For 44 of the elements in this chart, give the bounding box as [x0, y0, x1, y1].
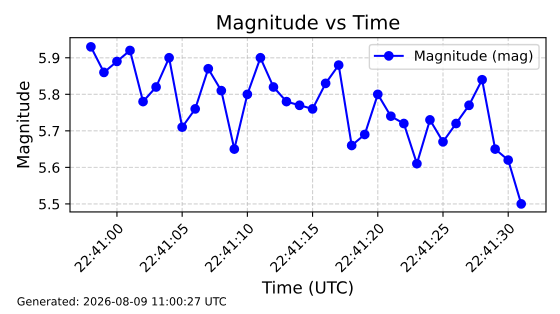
point — [151, 82, 161, 92]
point — [190, 104, 200, 114]
point — [425, 115, 435, 125]
point — [282, 96, 292, 106]
point — [268, 82, 278, 92]
point — [490, 144, 500, 154]
point — [164, 52, 174, 63]
point — [412, 158, 422, 169]
y-tick-label: 5.5 — [39, 199, 60, 210]
point — [294, 100, 304, 110]
point — [320, 78, 330, 88]
point — [516, 199, 526, 209]
point — [203, 64, 214, 74]
point — [464, 100, 474, 110]
y-axis-title: Magnitude — [16, 82, 33, 168]
point — [256, 52, 266, 63]
point — [125, 46, 135, 56]
point — [477, 74, 487, 85]
point — [503, 155, 514, 165]
point — [360, 130, 370, 140]
point — [86, 42, 96, 52]
chart-title: Magnitude vs Time — [218, 14, 400, 34]
y-tick-label: 5.8 — [39, 89, 60, 100]
point — [386, 111, 396, 122]
point — [346, 140, 357, 150]
y-tick-label: 5.7 — [39, 126, 60, 136]
point — [398, 118, 409, 128]
x-axis-title: Time (UTC) — [262, 280, 353, 296]
point — [229, 144, 240, 154]
point — [438, 136, 448, 147]
point — [308, 104, 318, 114]
point — [334, 60, 344, 70]
legend-label: Magnitude (mag) — [415, 50, 532, 64]
point — [372, 89, 383, 100]
point — [177, 122, 188, 132]
point — [112, 56, 122, 66]
point — [242, 89, 252, 100]
point — [216, 86, 226, 96]
point — [451, 118, 461, 128]
text: Generated: 2026-08-09 11:00:27 UTC — [17, 296, 226, 306]
point — [138, 96, 148, 106]
y-tick-label: 5.6 — [39, 162, 60, 173]
point — [99, 68, 109, 78]
y-tick-label: 5.9 — [39, 52, 60, 64]
